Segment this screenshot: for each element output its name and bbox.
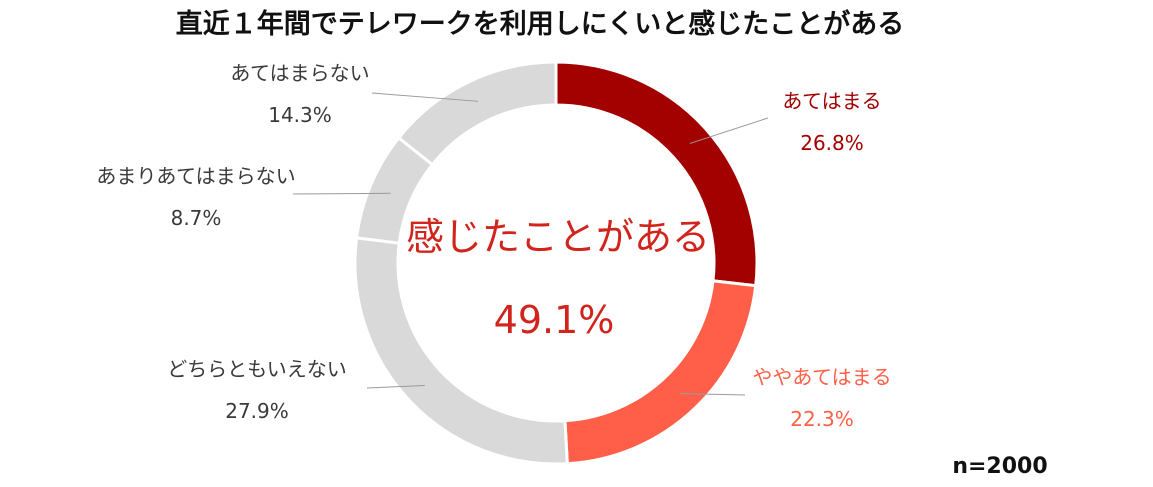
slice-value-label: 14.3% <box>268 103 332 127</box>
donut-slices <box>353 60 759 466</box>
chart-title: 直近１年間でテレワークを利用しにくいと感じたことがある <box>176 8 904 40</box>
slice-category-label: あまりあてはまらない <box>96 164 295 188</box>
slice-category-label: ややあてはまる <box>752 365 891 389</box>
leader-line <box>366 384 425 389</box>
leader-line <box>371 92 479 102</box>
leader-line <box>679 392 746 396</box>
sample-size-note: n=2000 <box>952 454 1047 479</box>
slice-value-label: 26.8% <box>800 131 864 155</box>
slice-value-label: 8.7% <box>171 206 222 230</box>
slice-labels: あてはまる 26.8% ややあてはまる 22.3% どちらともいえない 27.9% あまりあ… <box>96 61 891 431</box>
center-label: 感じたことがある <box>406 215 710 259</box>
slice-category-label: あてはまる <box>782 89 881 113</box>
slice-value-label: 27.9% <box>225 399 289 423</box>
slice-category-label: あてはまらない <box>230 61 369 85</box>
donut-slice <box>396 60 558 167</box>
leader-lines <box>292 92 769 396</box>
leader-line <box>689 117 769 144</box>
leader-line <box>292 192 391 195</box>
slice-category-label: どちらともいえない <box>167 357 347 381</box>
center-value: 49.1% <box>494 298 615 342</box>
slice-value-label: 22.3% <box>790 407 854 431</box>
donut-slice <box>353 236 569 466</box>
